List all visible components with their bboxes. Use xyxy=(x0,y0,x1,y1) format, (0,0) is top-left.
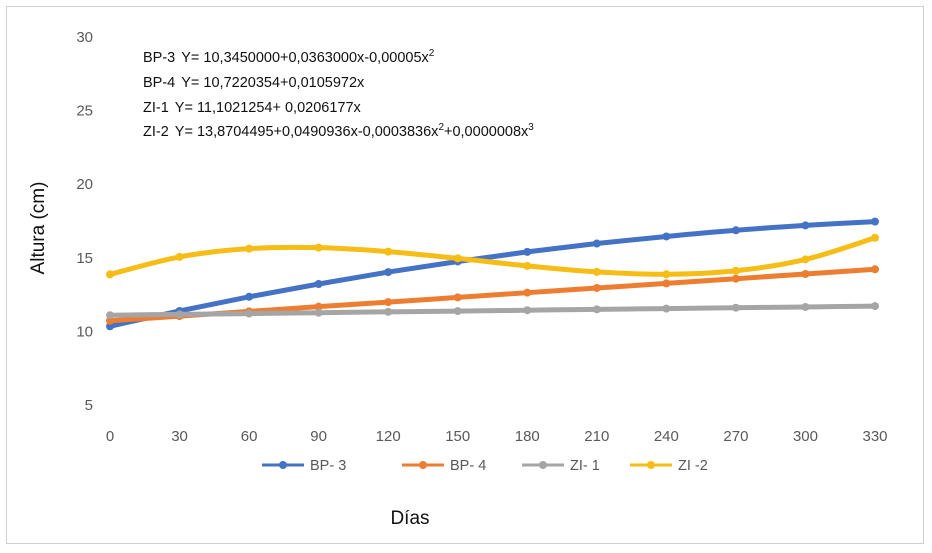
series-point-1 xyxy=(523,288,532,297)
series-point-1 xyxy=(871,265,879,274)
y-tick-label: 30 xyxy=(76,29,93,46)
y-tick-label: 15 xyxy=(76,250,93,267)
series-point-0 xyxy=(731,226,740,235)
series-point-1 xyxy=(453,293,462,302)
series-point-0 xyxy=(523,247,532,256)
series-point-1 xyxy=(384,298,393,307)
series-point-1 xyxy=(731,274,740,283)
legend-label: ZI- 1 xyxy=(570,458,600,474)
series-point-3 xyxy=(592,267,601,276)
legend-swatch-marker xyxy=(279,461,287,469)
x-tick-label: 30 xyxy=(171,428,188,445)
legend-swatch-marker xyxy=(647,461,655,469)
series-point-0 xyxy=(384,268,393,277)
x-tick-label: 120 xyxy=(376,428,401,445)
series-point-3 xyxy=(384,247,393,256)
series-point-3 xyxy=(106,270,114,279)
series-point-2 xyxy=(523,306,532,315)
series-point-0 xyxy=(662,232,671,241)
series-point-3 xyxy=(731,266,740,275)
y-tick-label: 5 xyxy=(85,397,93,414)
series-point-3 xyxy=(453,254,462,263)
x-tick-label: 150 xyxy=(445,428,470,445)
legend-swatch-marker xyxy=(539,461,547,469)
x-tick-label: 330 xyxy=(862,428,887,445)
y-tick-label: 25 xyxy=(76,103,93,120)
series-point-2 xyxy=(731,303,740,312)
series-point-2 xyxy=(384,307,393,316)
legend-label: ZI -2 xyxy=(678,458,708,474)
series-point-0 xyxy=(801,221,810,230)
series-point-2 xyxy=(592,305,601,314)
y-axis-title: Altura (cm) xyxy=(28,182,49,275)
series-point-3 xyxy=(523,261,532,270)
y-tick-label: 20 xyxy=(76,176,93,193)
series-point-3 xyxy=(662,270,671,279)
x-tick-label: 0 xyxy=(106,428,114,445)
y-axis-ticks: 5 10 15 20 25 30 xyxy=(76,29,93,414)
series-point-3 xyxy=(871,233,879,242)
series-point-3 xyxy=(801,255,810,264)
series-point-3 xyxy=(245,244,254,253)
series-line-0 xyxy=(107,219,878,329)
series-point-2 xyxy=(314,308,323,317)
series-point-2 xyxy=(175,310,184,319)
x-tick-label: 60 xyxy=(241,428,258,445)
series-point-0 xyxy=(592,239,601,248)
series-line-2 xyxy=(107,303,878,318)
equations-block: BP-3 Y= 10,3450000+0,0363000x-0,00005x2 B… xyxy=(143,48,534,140)
series-point-2 xyxy=(106,311,114,320)
series-point-2 xyxy=(453,307,462,316)
series-point-1 xyxy=(662,279,671,288)
legend: BP- 3 BP- 4 ZI- 1 ZI -2 xyxy=(262,458,708,474)
series-point-1 xyxy=(801,269,810,278)
x-tick-label: 240 xyxy=(654,428,679,445)
equation-zi1: ZI-1 Y= 11,1021254+ 0,0206177x xyxy=(143,100,362,116)
series-point-0 xyxy=(871,217,879,226)
x-axis-ticks: 0 30 60 90 120 150 180 210 240 270 300 330 xyxy=(106,428,888,445)
legend-label: BP- 3 xyxy=(310,458,346,474)
legend-swatch-marker xyxy=(419,461,427,469)
series-line-3 xyxy=(107,235,878,277)
series-point-2 xyxy=(245,309,254,318)
x-axis-title: Días xyxy=(390,508,429,529)
y-tick-label: 10 xyxy=(76,323,93,340)
series-point-0 xyxy=(314,280,323,289)
series-group xyxy=(106,217,879,331)
x-tick-label: 300 xyxy=(793,428,818,445)
equation-bp3: BP-3 Y= 10,3450000+0,0363000x-0,00005x2 xyxy=(143,48,435,66)
series-point-1 xyxy=(314,302,323,311)
equation-bp4: BP-4 Y= 10,7220354+0,0105972x xyxy=(143,75,365,91)
x-tick-label: 210 xyxy=(584,428,609,445)
legend-label: BP- 4 xyxy=(450,458,486,474)
series-point-1 xyxy=(592,283,601,292)
x-tick-label: 270 xyxy=(723,428,748,445)
series-point-2 xyxy=(662,304,671,313)
equation-zi2: ZI-2 Y= 13,8704495+0,0490936x-0,0003836x2… xyxy=(143,122,534,140)
series-point-2 xyxy=(871,302,879,311)
series-point-0 xyxy=(245,292,254,301)
series-point-3 xyxy=(175,252,184,261)
series-point-2 xyxy=(801,302,810,311)
series-point-1 xyxy=(106,316,114,325)
x-tick-label: 90 xyxy=(310,428,327,445)
x-tick-label: 180 xyxy=(515,428,540,445)
series-point-3 xyxy=(314,243,323,252)
